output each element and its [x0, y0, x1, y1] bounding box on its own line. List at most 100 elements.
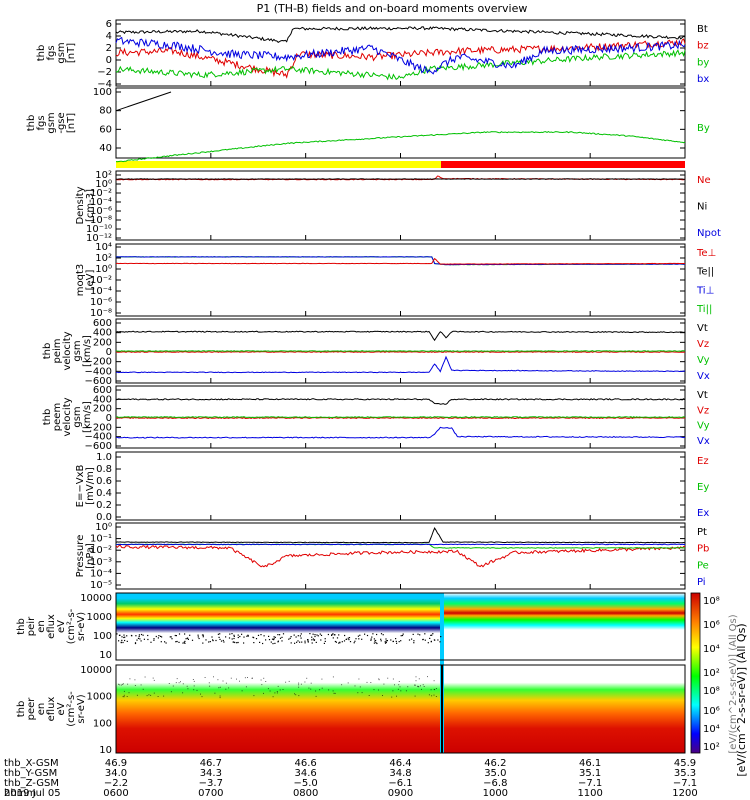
- spectrogram-speckle: [201, 696, 203, 698]
- spectrogram-speckle: [219, 686, 221, 688]
- spectrogram-speckle: [164, 641, 166, 643]
- colorbar-ghost-label: [eV/(cm^2-s-sr-eV)] (All Qs): [728, 614, 739, 753]
- spectrogram-speckle: [431, 634, 433, 636]
- spectrogram-speckle: [123, 636, 125, 639]
- axis-row-value: −7.1: [673, 778, 697, 789]
- spectrogram-speckle: [375, 642, 377, 644]
- spectrogram-speckle: [174, 634, 176, 637]
- spectrogram-speckle: [123, 694, 125, 696]
- spectrogram-speckle: [361, 638, 363, 640]
- spectrogram-speckle: [311, 636, 313, 638]
- ylabel-line: [eV]: [85, 270, 96, 291]
- spectrogram-speckle: [171, 638, 173, 640]
- spectrogram-speckle: [304, 640, 306, 642]
- ytick-label: 0.8: [96, 464, 112, 475]
- spectrogram-speckle: [370, 638, 372, 640]
- series-ni: [115, 178, 685, 180]
- spectrogram-speckle: [348, 639, 350, 641]
- ylabel-line: Density: [75, 186, 86, 224]
- ytick-label: 600: [93, 385, 112, 396]
- ylabel-line: sr-eV): [76, 612, 87, 641]
- spectrogram-speckle: [122, 641, 124, 644]
- spectrogram-speckle: [211, 636, 213, 638]
- spectrogram-speckle: [152, 677, 154, 679]
- spectrogram-speckle: [120, 684, 122, 686]
- spectrogram-speckle: [142, 634, 144, 636]
- spectrogram-speckle: [332, 637, 334, 639]
- spectrogram-speckle: [244, 677, 246, 679]
- spectrogram-speckle: [424, 639, 426, 641]
- spectrogram-speckle: [415, 676, 417, 678]
- spectrogram-speckle: [237, 641, 239, 644]
- spectrogram-speckle: [411, 638, 413, 640]
- spectrogram-speckle: [375, 639, 377, 642]
- spectrogram-speckle: [390, 639, 392, 641]
- spectrogram-speckle: [202, 642, 204, 644]
- spectrogram-speckle: [150, 694, 152, 696]
- spectrogram-speckle: [279, 634, 281, 636]
- spectrogram-speckle: [233, 634, 235, 636]
- spectrogram-speckle: [136, 639, 138, 641]
- spectrogram-speckle: [142, 688, 144, 690]
- ylabel-line: peem: [52, 403, 63, 431]
- ylabel-line: eV: [56, 620, 67, 633]
- spectrogram-speckle: [247, 635, 249, 637]
- spectrogram-speckle: [299, 635, 301, 637]
- spectrogram-speckle: [209, 685, 211, 687]
- spectrogram-speckle: [170, 691, 172, 693]
- spectrogram-speckle: [418, 678, 420, 680]
- spectrogram-speckle: [121, 636, 123, 638]
- spectrogram-speckle: [134, 642, 137, 644]
- spectrogram-speckle: [314, 634, 316, 636]
- spectrogram-speckle: [231, 638, 233, 640]
- spectrogram-speckle: [310, 688, 312, 690]
- ytick-label: −600: [85, 441, 112, 452]
- spectrogram-speckle: [307, 639, 309, 641]
- ytick-label: 600: [93, 318, 112, 329]
- series-vy-peem: [115, 416, 686, 419]
- spectrogram-speckle: [268, 639, 271, 641]
- spectrogram-frame: [115, 664, 686, 754]
- axis-row-value: 35.0: [484, 768, 506, 779]
- spectrogram-speckle: [228, 637, 231, 639]
- spectrogram-speckle: [371, 636, 373, 638]
- spectrogram-speckle: [176, 640, 178, 643]
- ylabel-line: [mV/m]: [85, 467, 96, 505]
- ylabel-line: en: [36, 620, 47, 633]
- spectrogram-speckle: [180, 681, 181, 683]
- ylabel-line: [nT]: [66, 43, 77, 63]
- spectrogram-speckle: [378, 689, 379, 691]
- spectrogram-speckle: [408, 639, 411, 641]
- spectrogram-speckle: [187, 688, 189, 690]
- spectrogram-speckle: [301, 641, 303, 643]
- spectrogram-speckle: [343, 640, 346, 642]
- spectrogram-speckle: [208, 641, 210, 643]
- ylabel-line: fgs: [36, 115, 47, 130]
- spectrogram-speckle: [423, 686, 425, 687]
- spectrogram-speckle: [385, 640, 387, 642]
- colorbar-label: [eV/(cm^2-s-sr-eV)] (All Qs): [735, 623, 748, 776]
- spectrogram-speckle: [184, 642, 186, 644]
- spectrogram-speckle: [202, 636, 204, 638]
- spectrogram-speckle: [433, 680, 435, 682]
- spectrogram-speckle: [161, 636, 163, 638]
- ylabel-line: [nPa]: [85, 543, 96, 569]
- spectrogram-speckle: [417, 633, 419, 635]
- spectrogram-speckle: [239, 635, 241, 638]
- spectrogram-speckle: [347, 637, 349, 639]
- spectrogram-speckle: [332, 676, 334, 678]
- spectrogram-speckle: [189, 634, 191, 636]
- ytick-label: 10⁻²: [90, 275, 112, 286]
- spectrogram-speckle: [430, 640, 432, 642]
- panel-frame: [115, 170, 686, 241]
- spectrogram-speckle: [281, 636, 283, 638]
- spectrogram-speckle: [178, 641, 180, 643]
- axis-row-value: 45.9: [674, 758, 696, 769]
- spectrogram-speckle: [236, 678, 237, 680]
- spectrogram-speckle: [412, 633, 414, 635]
- legend-pi: Pi: [697, 577, 706, 588]
- spectrogram-speckle: [297, 640, 299, 642]
- spectrogram-speckle: [395, 638, 397, 640]
- spectrogram-speckle: [273, 639, 275, 641]
